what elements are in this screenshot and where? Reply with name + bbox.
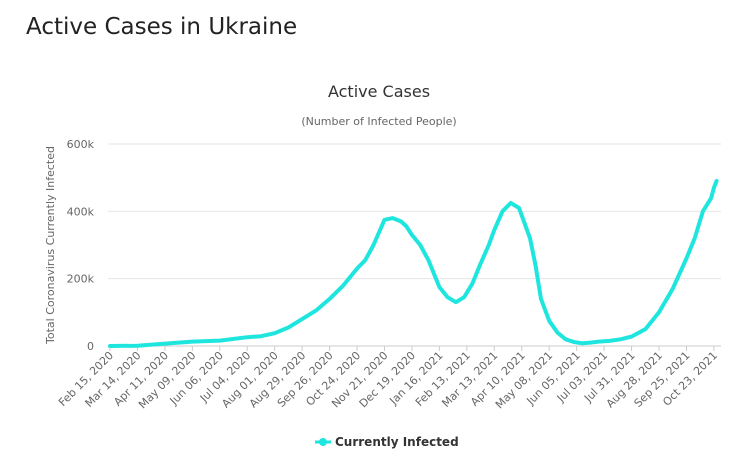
legend-label-currently-infected[interactable]: Currently Infected	[335, 435, 459, 449]
y-axis-label: Total Coronavirus Currently Infected	[44, 146, 57, 345]
series-line-currently-infected[interactable]	[108, 179, 719, 348]
legend-marker	[319, 438, 327, 446]
y-tick-label: 600k	[67, 138, 95, 151]
chart-title: Active Cases	[328, 82, 430, 101]
y-tick-label: 200k	[67, 273, 95, 286]
y-tick-label: 0	[87, 340, 94, 353]
chart-subtitle: (Number of Infected People)	[301, 115, 456, 128]
y-tick-label: 400k	[67, 205, 95, 218]
chart-legend[interactable]: Currently Infected	[315, 435, 459, 449]
page-title: Active Cases in Ukraine	[26, 14, 298, 40]
